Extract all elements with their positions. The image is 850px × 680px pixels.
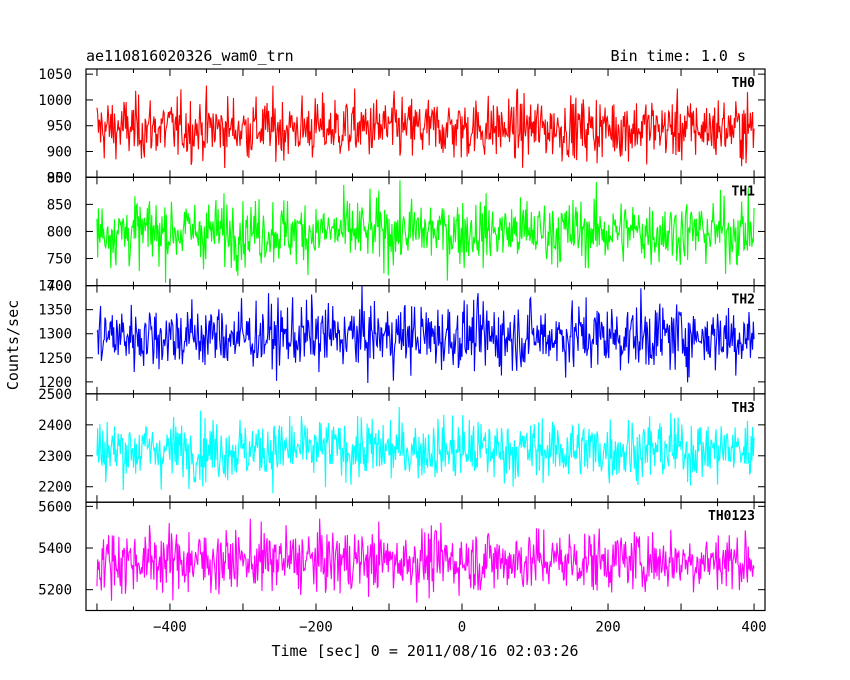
y-tick-label: 700 bbox=[47, 279, 72, 295]
y-tick-label: 1400 bbox=[38, 279, 72, 295]
y-tick-label: 2200 bbox=[38, 480, 72, 496]
x-axis-label: Time [sec] 0 = 2011/08/16 02:03:26 bbox=[271, 642, 578, 660]
series-line-th0123 bbox=[96, 518, 755, 603]
panel-label-th0: TH0 bbox=[732, 76, 756, 91]
panel-th0123: 5200 5400 5600 TH0123 bbox=[38, 499, 766, 612]
y-tick-label: 1300 bbox=[38, 327, 72, 343]
y-axis-label: Counts/sec bbox=[4, 300, 22, 390]
y-tick-label: 1200 bbox=[38, 375, 72, 391]
x-tick-label: −400 bbox=[153, 620, 187, 636]
chart-title: ae110816020326_wam0_trn bbox=[86, 47, 294, 65]
x-tick-label: −200 bbox=[299, 620, 333, 636]
y-tick-label: 2500 bbox=[38, 387, 72, 403]
panel-label-th1: TH1 bbox=[732, 184, 756, 199]
y-tick-label: 950 bbox=[47, 119, 72, 135]
x-tick-label: 0 bbox=[458, 620, 466, 636]
y-tick-label: 2400 bbox=[38, 418, 72, 434]
y-tick-label: 1000 bbox=[38, 93, 72, 109]
series-line-th0 bbox=[96, 85, 755, 168]
series-line-th2 bbox=[96, 285, 755, 383]
y-tick-label: 1250 bbox=[38, 351, 72, 367]
y-tick-label: 750 bbox=[47, 252, 72, 268]
series-line-th1 bbox=[96, 180, 755, 283]
y-tick-label: 850 bbox=[47, 170, 72, 186]
panel-th2: 1200 1250 1300 1350 1400 TH2 bbox=[38, 279, 766, 395]
panel-label-th0123: TH0123 bbox=[708, 509, 755, 524]
bin-time-label: Bin time: 1.0 s bbox=[611, 47, 746, 65]
panel-label-th3: TH3 bbox=[732, 401, 755, 416]
y-tick-label: 5200 bbox=[38, 583, 72, 599]
y-tick-label: 900 bbox=[47, 170, 72, 186]
y-tick-label: 800 bbox=[47, 224, 72, 240]
panel-th3: 2200 2300 2400 2500 TH3 bbox=[38, 387, 766, 503]
series-line-th3 bbox=[96, 406, 755, 494]
panel-label-th2: TH2 bbox=[732, 293, 755, 308]
x-tick-label: 200 bbox=[595, 620, 620, 636]
y-tick-label: 1350 bbox=[38, 303, 72, 319]
panels-group: 85090095010001050TH0700750800850900TH112… bbox=[38, 67, 766, 635]
y-tick-label: 900 bbox=[47, 145, 72, 161]
y-tick-label: 1050 bbox=[38, 67, 72, 83]
y-tick-label: 2300 bbox=[38, 449, 72, 465]
y-tick-label: 850 bbox=[47, 197, 72, 213]
y-tick-label: 5600 bbox=[38, 499, 72, 515]
x-tick-label: 400 bbox=[741, 620, 766, 636]
y-tick-label: 5400 bbox=[38, 541, 72, 557]
panel-frame bbox=[85, 68, 766, 178]
